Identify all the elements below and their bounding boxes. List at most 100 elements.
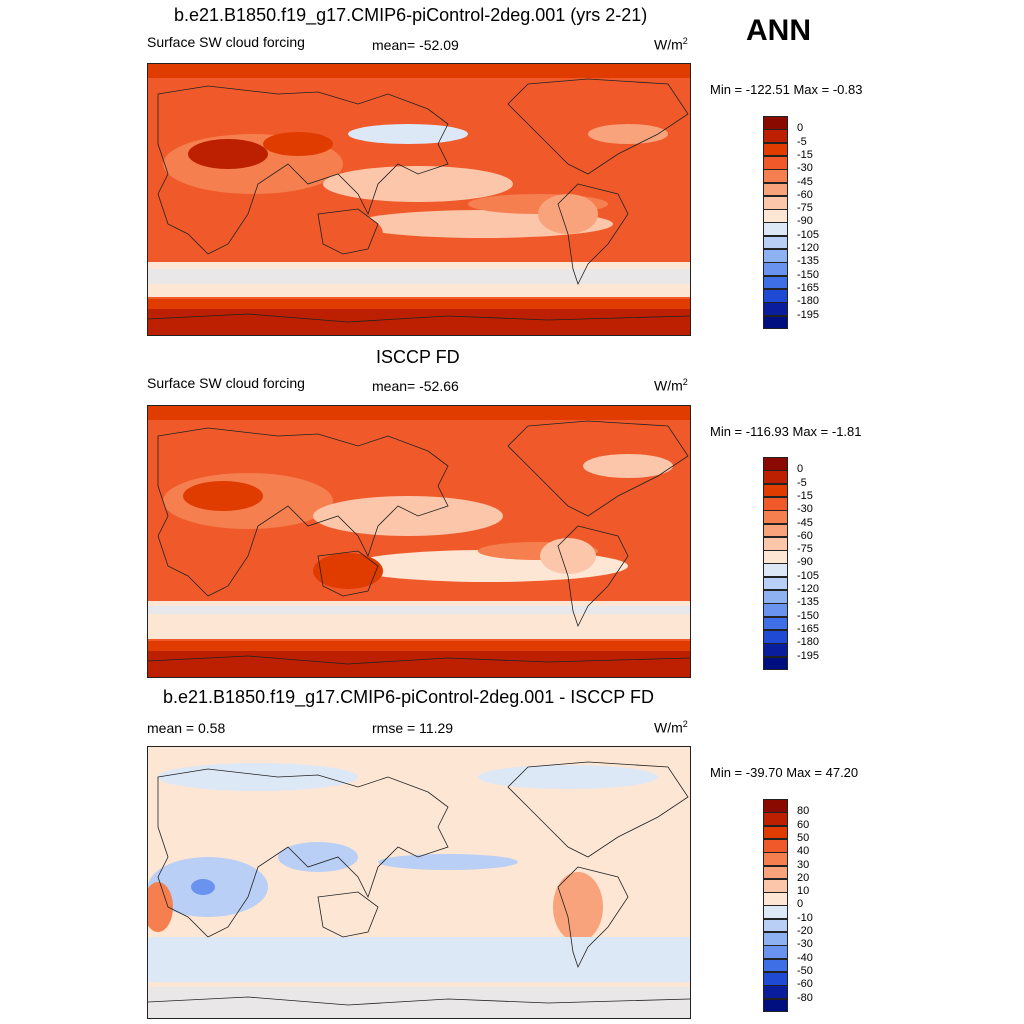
- panel-1-variable-label: Surface SW cloud forcing: [147, 34, 305, 50]
- colorbar-swatch: [763, 643, 788, 657]
- colorbar-tick-label: -150: [797, 268, 820, 281]
- colorbar-swatch: [763, 838, 788, 853]
- middle-east-patch: [263, 132, 333, 156]
- colorbar-tick-label: -60: [797, 978, 813, 991]
- colorbar-swatch: [763, 155, 788, 170]
- colorbar-swatch: [763, 169, 788, 183]
- colorbar-tick-label: -15: [797, 489, 813, 502]
- colorbar-swatch: [763, 971, 788, 986]
- antarctic-margin-band: [148, 299, 690, 309]
- colorbar-swatch: [763, 209, 788, 223]
- antarctic-margin-band: [148, 641, 690, 651]
- colorbar-swatch: [763, 315, 788, 330]
- season-label: ANN: [746, 14, 811, 47]
- colorbar-tick-label: -10: [797, 911, 813, 924]
- amazon-patch: [540, 538, 596, 574]
- colorbar-tick-label: 80: [797, 805, 810, 818]
- colorbar-swatch: [763, 576, 788, 591]
- colorbar-swatch: [763, 656, 788, 671]
- colorbar-tick-label: 10: [797, 885, 810, 898]
- panel-1-units: W/m2: [654, 36, 688, 53]
- colorbar-swatch: [763, 235, 788, 250]
- arctic-band: [148, 406, 690, 420]
- colorbar-swatch: [763, 523, 788, 538]
- colorbar-tick-label: 20: [797, 871, 810, 884]
- colorbar-swatch: [763, 998, 788, 1013]
- colorbar-tick-label: -45: [797, 516, 813, 529]
- colorbar-swatch: [763, 825, 788, 840]
- coastlines: [148, 761, 690, 1006]
- panel-2-mean-label: mean= -52.66: [372, 378, 459, 394]
- eurasia-diff-patch: [158, 763, 358, 791]
- panel-2-map: [147, 405, 691, 678]
- pacific-diff-band: [378, 854, 518, 870]
- andes-diff-patch: [553, 872, 603, 942]
- colorbar-swatch: [763, 496, 788, 511]
- panel-3-units: W/m2: [654, 719, 688, 736]
- panel-3-map: [147, 746, 691, 1019]
- colorbar-tick-label: -120: [797, 242, 820, 254]
- colorbar-tick-label: -80: [797, 991, 813, 1004]
- panel-3-rmse-label: rmse = 11.29: [372, 720, 454, 736]
- colorbar-tick-label: -5: [797, 476, 807, 489]
- antarctica-band: [148, 309, 690, 335]
- colorbar-swatch: [763, 590, 788, 604]
- colorbar-tick-label: -75: [797, 202, 813, 215]
- colorbar-swatch: [763, 536, 788, 551]
- colorbar-tick-label: -50: [797, 964, 813, 977]
- colorbar-swatch: [763, 932, 788, 946]
- indonesia-diff-patch: [278, 842, 358, 872]
- panel-2-title: ISCCP FD: [376, 347, 460, 367]
- colorbar-swatch: [763, 945, 788, 960]
- panel-1-mean-label: mean= -52.09: [372, 37, 459, 53]
- colorbar-tick-label: -150: [797, 609, 820, 622]
- colorbar-tick-label: -60: [797, 188, 813, 201]
- colorbar-tick-label: -135: [797, 255, 820, 268]
- panel-3-map-field: [148, 747, 690, 1018]
- colorbar-swatch: [763, 129, 788, 144]
- colorbar-tick-label: -180: [797, 636, 820, 649]
- colorbar-swatch: [763, 878, 788, 893]
- panel-2-map-field: [148, 406, 690, 677]
- africa-strong-patch: [191, 879, 215, 895]
- colorbar-tick-label: 30: [797, 858, 810, 871]
- antarctica-band: [148, 651, 690, 677]
- colorbar-swatch: [763, 288, 788, 303]
- southern-ocean-cloud-band: [148, 269, 690, 284]
- panel-3-mean-label: mean = 0.58: [147, 720, 226, 736]
- colorbar-tick-label: -40: [797, 951, 813, 964]
- colorbar-tick-label: 0: [797, 898, 804, 911]
- panel-1-map: [147, 63, 691, 336]
- colorbar-swatch: [763, 985, 788, 999]
- colorbar-swatch: [763, 275, 788, 290]
- colorbar-swatch: [763, 483, 788, 498]
- colorbar-tick-label: 60: [797, 818, 810, 831]
- colorbar-tick-label: -195: [797, 308, 820, 321]
- colorbar-tick-label: -135: [797, 596, 820, 609]
- colorbar-tick-label: 50: [797, 831, 810, 844]
- colorbar-swatch: [763, 116, 788, 130]
- namerica-diff-patch: [478, 765, 658, 789]
- colorbar-tick-label: -105: [797, 569, 820, 582]
- amazon-patch: [538, 194, 598, 234]
- panel-2-minmax: Min = -116.93 Max = -1.81: [710, 424, 862, 439]
- west-africa-coast-patch: [148, 882, 173, 932]
- colorbar-tick-label: -5: [797, 135, 807, 148]
- colorbar-swatch: [763, 182, 788, 197]
- antarctica-diff-band: [148, 987, 690, 1018]
- colorbar-swatch: [763, 918, 788, 933]
- colorbar-tick-label: -30: [797, 162, 813, 175]
- colorbar-swatch: [763, 195, 788, 210]
- colorbar-swatch: [763, 457, 788, 471]
- colorbar-swatch: [763, 799, 788, 813]
- arctic-band: [148, 64, 690, 78]
- colorbar-tick-label: -15: [797, 148, 813, 161]
- natlantic-patch: [583, 454, 673, 478]
- colorbar-swatch: [763, 262, 788, 277]
- sahara-patch: [188, 139, 268, 169]
- panel-1-title: b.e21.B1850.f19_g17.CMIP6-piControl-2deg…: [174, 5, 648, 25]
- panel-1-minmax: Min = -122.51 Max = -0.83: [710, 82, 863, 97]
- panel-3-title: b.e21.B1850.f19_g17.CMIP6-piControl-2deg…: [163, 687, 654, 707]
- colorbar-tick-label: 0: [797, 463, 804, 476]
- colorbar-swatch: [763, 865, 788, 880]
